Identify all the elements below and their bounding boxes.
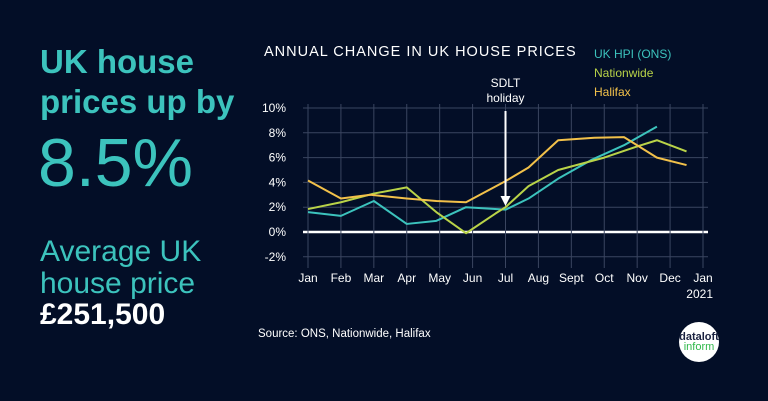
x-year-label: 2021 bbox=[686, 287, 713, 301]
legend-nationwide: Nationwide bbox=[594, 66, 654, 80]
x-tick-label: Dec bbox=[659, 271, 680, 285]
series-line-0 bbox=[307, 125, 658, 225]
x-tick-label: Feb bbox=[331, 271, 352, 285]
y-tick-label: 8% bbox=[269, 126, 287, 140]
y-tick-label: -2% bbox=[265, 250, 287, 264]
legend-ons: UK HPI (ONS) bbox=[594, 47, 672, 61]
headline: UK house prices up by bbox=[40, 43, 235, 120]
annotation-label: holiday bbox=[486, 91, 524, 105]
series-line-2 bbox=[307, 136, 687, 204]
x-tick-label: Sept bbox=[559, 271, 584, 285]
y-tick-label: 10% bbox=[262, 101, 286, 115]
dataloft-logo: dataloft inform bbox=[679, 322, 719, 362]
y-tick-label: 6% bbox=[269, 151, 287, 165]
x-tick-label: Jan bbox=[298, 271, 317, 285]
x-tick-label: Apr bbox=[397, 271, 416, 285]
source-note: Source: ONS, Nationwide, Halifax bbox=[258, 328, 431, 340]
x-tick-label: Jan bbox=[693, 271, 712, 285]
x-tick-label: Oct bbox=[595, 271, 614, 285]
x-tick-label: Aug bbox=[528, 271, 549, 285]
x-tick-label: Nov bbox=[626, 271, 647, 285]
y-tick-label: 4% bbox=[269, 175, 287, 189]
legend-halifax: Halifax bbox=[594, 85, 631, 99]
x-tick-label: Mar bbox=[363, 271, 384, 285]
y-tick-label: 0% bbox=[269, 225, 287, 239]
x-tick-label: Jun bbox=[463, 271, 482, 285]
chart-title: ANNUAL CHANGE IN UK HOUSE PRICES bbox=[264, 44, 577, 60]
annotation-label: SDLT bbox=[491, 76, 521, 90]
x-tick-label: May bbox=[428, 271, 451, 285]
logo-line2: inform bbox=[683, 341, 715, 353]
logo-line1: dataloft bbox=[679, 331, 719, 343]
x-tick-label: Jul bbox=[498, 271, 513, 285]
annotation-arrowhead bbox=[500, 196, 511, 206]
headline-value: 8.5% bbox=[38, 125, 193, 201]
series-line-1 bbox=[307, 139, 687, 235]
average-label: Average UK house price bbox=[40, 235, 202, 300]
y-tick-label: 2% bbox=[269, 200, 287, 214]
average-value: £251,500 bbox=[40, 298, 166, 331]
